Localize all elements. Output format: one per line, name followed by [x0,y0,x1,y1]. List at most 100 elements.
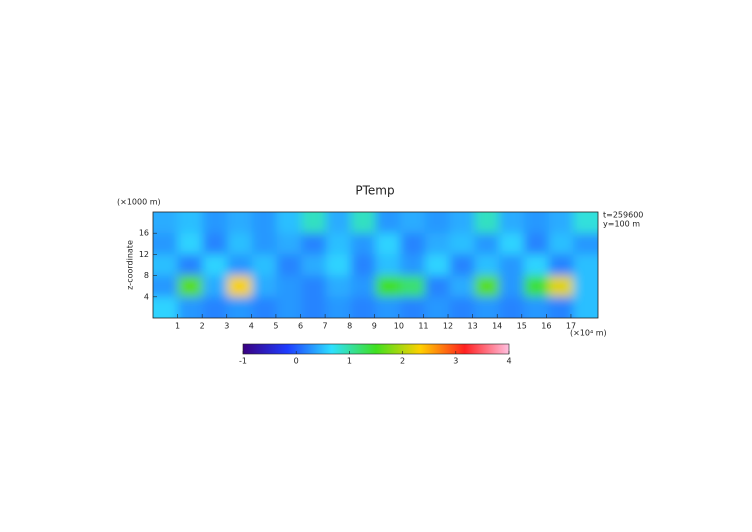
x-tick-label: 12 [443,322,453,331]
heat-cell [499,275,525,298]
heat-cell [177,275,203,298]
heat-cell [177,212,203,234]
y-tick-label: 4 [144,292,149,301]
heat-cell [424,275,451,298]
heat-cell [301,212,327,234]
heat-cell [202,212,228,234]
heat-cell [523,296,550,318]
heat-cell [474,254,500,277]
heat-cell [449,212,475,234]
heat-cell [474,275,500,298]
colorbar-tick-label: -1 [239,357,247,366]
heat-cell [227,233,253,255]
x-tick-label: 3 [224,322,229,331]
heat-cell [202,233,228,255]
heat-cell [424,254,451,277]
heat-cell [449,254,475,277]
heat-cell [400,254,426,277]
heat-cell [301,275,327,298]
heat-cell [326,254,352,277]
x-tick-label: 8 [347,322,352,331]
heat-cell [251,254,278,277]
heat-cell [523,254,550,277]
colorbar-tick-label: 3 [453,357,458,366]
heat-cell [499,233,525,255]
heat-cell [301,233,327,255]
heat-cell [499,296,525,318]
heat-cell [301,254,327,277]
heat-cell [202,254,228,277]
heat-cell [350,296,376,318]
heat-cell [350,275,376,298]
heat-cell [276,275,302,298]
heat-cell [153,233,179,255]
heat-cell [276,296,302,318]
heat-cell [400,275,426,298]
x-tick-label: 14 [492,322,502,331]
heat-cell [375,233,401,255]
x-tick-label: 13 [468,322,478,331]
heat-cell [548,212,574,234]
heat-cell [202,275,228,298]
plot-frame [152,211,599,319]
heat-cell [227,275,253,298]
x-tick-label: 2 [200,322,205,331]
heat-cell [573,296,598,318]
heat-cell [400,296,426,318]
chart-title: PTemp [355,184,394,198]
y-axis-label: z-coordinate [126,240,135,290]
heat-cell [375,254,401,277]
y-unit: (×1000 m) [117,198,161,207]
heat-cell [523,275,550,298]
y-tick-label: 8 [144,271,149,280]
heat-cell [251,296,278,318]
heat-cell [153,296,179,318]
x-tick-label: 16 [541,322,551,331]
heat-cell [227,254,253,277]
heat-cell [375,275,401,298]
heat-cell [350,233,376,255]
x-tick-label: 4 [249,322,254,331]
heat-cell [227,296,253,318]
heat-cell [573,275,598,298]
heat-cell [153,275,179,298]
heat-cell [251,275,278,298]
heat-cell [548,296,574,318]
heat-cell [301,296,327,318]
colorbar-tick-label: 4 [506,357,511,366]
y-tick-label: 16 [139,229,149,238]
heat-cell [202,296,228,318]
heat-cell [153,254,179,277]
x-tick-label: 10 [394,322,404,331]
x-tick-label: 1 [175,322,180,331]
x-tick-label: 17 [566,322,576,331]
heat-cell [177,233,203,255]
heat-cell [449,296,475,318]
x-unit: (×10⁴ m) [570,329,607,338]
heat-cell [499,254,525,277]
heat-cell [375,212,401,234]
heat-cell [177,296,203,318]
heat-cell [424,233,451,255]
heat-cell [326,275,352,298]
heat-cell [400,233,426,255]
heat-cell [326,296,352,318]
y-tick-label: 12 [139,250,149,259]
x-tick-label: 11 [418,322,428,331]
heat-cell [227,212,253,234]
heat-cell [177,254,203,277]
heat-cell [449,275,475,298]
annotation: t=259600 [603,211,643,220]
heat-cell [523,212,550,234]
heat-cell [499,212,525,234]
heat-cell [424,296,451,318]
field [153,212,598,318]
heat-cell [251,212,278,234]
heat-cell [326,233,352,255]
heat-cell [251,233,278,255]
heat-cell [474,212,500,234]
heat-cell [548,275,574,298]
heat-cell [276,233,302,255]
heat-cell [276,212,302,234]
heat-cell [350,212,376,234]
